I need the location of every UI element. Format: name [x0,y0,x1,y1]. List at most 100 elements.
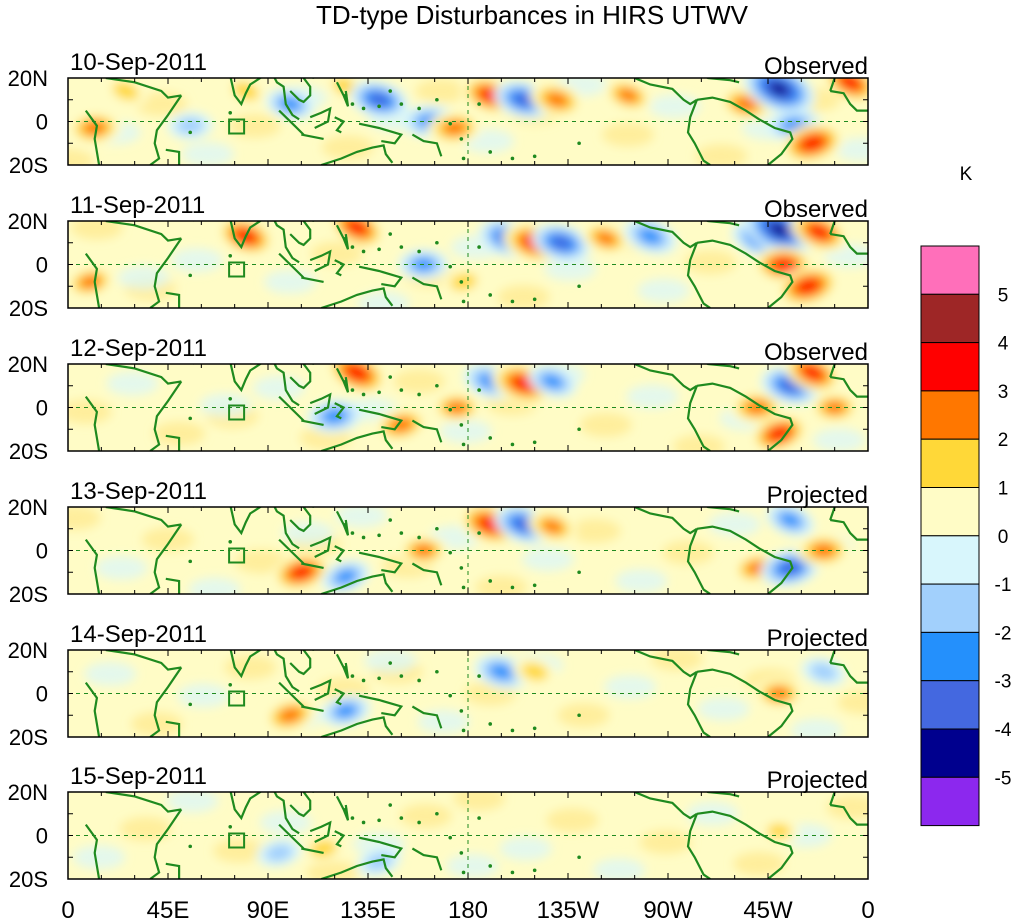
island [228,825,233,829]
panel-kind: Projected [767,482,868,509]
colorbar-label: -5 [995,768,1012,789]
anomaly-cell [779,512,801,528]
coastline [634,221,698,249]
island [488,579,493,583]
coastline [634,650,698,678]
y-tick-label: 20N [8,66,48,91]
island [350,388,355,392]
coastline [411,705,443,729]
y-tick-label: 0 [36,682,48,707]
island [361,392,366,397]
coastline [312,78,317,80]
panel-date: 13-Sep-2011 [70,478,207,505]
coastline [334,545,346,563]
anomaly-cell [617,88,639,103]
coastline [696,239,794,308]
y-tick-label: 20N [8,352,48,377]
island [388,232,393,236]
colorbar-units: K [960,164,973,185]
island [488,436,493,440]
island [399,245,404,249]
coastline [358,836,404,859]
island [477,245,481,249]
island [417,392,421,397]
anomaly-cell [638,228,662,244]
coastline [312,221,317,223]
island [228,540,233,544]
coastline [289,78,312,104]
coastline [696,668,794,737]
coastline [192,650,300,693]
anomaly-cell [767,823,792,839]
island [532,583,537,588]
coastline [309,106,332,129]
coastline [301,133,324,140]
coastline [830,376,868,398]
anomaly-cell [801,136,824,151]
island [350,102,355,106]
panel-6: 20N 0 20S 15-Sep-2011 Projected [8,763,869,892]
island [399,816,404,820]
coastline [829,650,836,664]
island [435,526,439,531]
anomaly-cell [595,231,617,246]
island [188,702,193,707]
coastline [320,430,394,451]
coastline [149,666,183,737]
island [459,851,464,855]
anomaly-cell [769,81,789,96]
island [417,249,421,254]
island [388,661,393,665]
coastline [149,380,183,451]
panel-kind: Projected [767,625,868,652]
anomaly-cell [545,92,569,108]
island [188,559,193,564]
island [435,97,439,102]
coastline [105,792,182,813]
colorbar-label: 1 [998,479,1009,500]
island [448,550,453,555]
coastline [830,518,868,541]
coastline [686,99,711,165]
anomaly-cell [489,664,513,680]
coastline [829,792,836,806]
coastline [165,291,181,308]
coastline [358,122,404,145]
coastline [634,78,698,106]
island [461,442,466,447]
island [228,397,233,401]
coastline [335,367,350,393]
coastline [335,510,350,536]
colorbar-swatch [920,487,980,537]
y-tick-label: 20S [9,153,48,178]
coastline [668,78,740,84]
coastline [192,78,300,121]
coastline [165,577,181,594]
region-box [228,118,246,135]
coastline [829,221,836,235]
y-tick-label: 20N [8,495,48,520]
island [532,297,537,302]
coastline [278,109,305,136]
coastline [84,538,101,594]
anomaly-cell [809,225,829,239]
coastline [312,364,316,366]
coastline [634,364,698,392]
coastline [149,808,183,879]
island [577,713,581,718]
island [417,820,421,825]
y-tick-label: 20N [8,780,48,805]
y-tick-label: 0 [36,824,48,849]
coastline [634,792,698,820]
island [577,141,581,146]
anomaly-cell [521,663,548,681]
island [228,111,233,115]
island [343,93,348,98]
island [343,379,348,384]
island [459,423,464,427]
panel-date: 11-Sep-2011 [70,192,205,219]
island [577,284,581,289]
y-tick-label: 20S [9,439,48,464]
island [399,531,404,535]
coastline [686,813,711,879]
